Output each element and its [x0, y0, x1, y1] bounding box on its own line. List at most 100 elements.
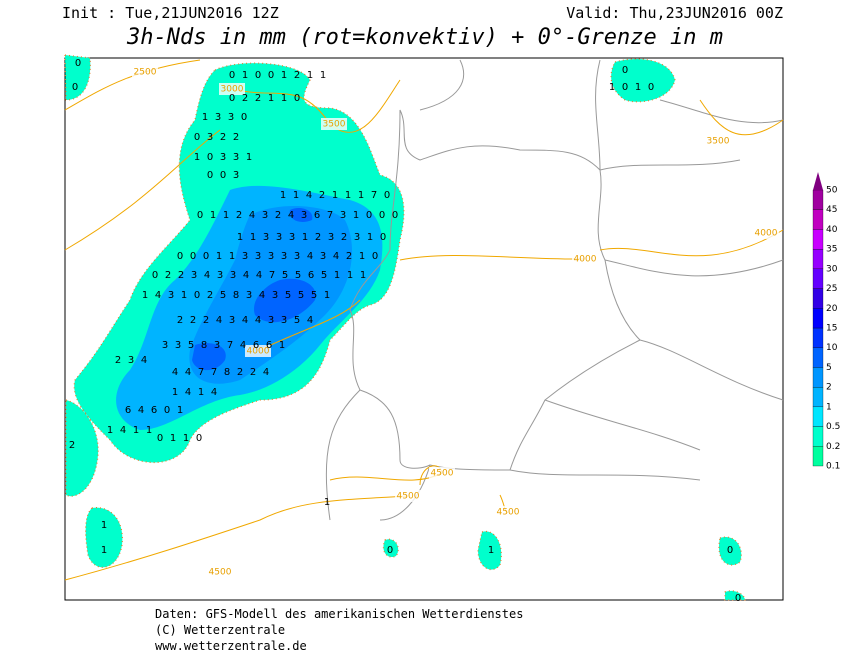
precip-value: 1	[324, 290, 330, 301]
precip-value: 0	[622, 65, 628, 76]
precip-value: 0	[194, 132, 200, 143]
precip-value: 1	[194, 152, 200, 163]
precip-value: 4	[307, 315, 313, 326]
precip-value: 0	[648, 82, 654, 93]
contour-label-bg	[321, 118, 347, 130]
precip-value: 4	[172, 367, 178, 378]
precip-value: 2	[319, 190, 325, 201]
title: 3h-Nds in mm (rot=konvektiv) + 0°-Grenze…	[126, 25, 723, 50]
precip-value: 3	[246, 290, 252, 301]
precip-value: 0	[255, 70, 261, 81]
contour-label: 4000	[247, 347, 270, 357]
precip-value: 2	[178, 270, 184, 281]
legend-swatch	[812, 288, 824, 309]
precip-value: 3	[168, 290, 174, 301]
precip-value: 8	[201, 340, 207, 351]
precip-value: 0	[366, 210, 372, 221]
precip-value: 3	[262, 210, 268, 221]
precip-value: 1	[172, 387, 178, 398]
legend-label: 45	[826, 205, 837, 215]
precip-value: 3	[233, 170, 239, 181]
legend-label: 0.1	[826, 462, 840, 472]
precip-value: 1	[334, 270, 340, 281]
precip-value: 1	[183, 433, 189, 444]
precip-value: 1	[279, 340, 285, 351]
precip-value: 4	[204, 270, 210, 281]
precip-value: 6	[253, 340, 259, 351]
precip-value: 4	[216, 315, 222, 326]
precip-value: 4	[249, 210, 255, 221]
precip-value: 1	[237, 232, 243, 243]
contour-labels: 2500300035003500400040004000450045004500…	[132, 66, 779, 578]
contour-label: 3500	[323, 120, 346, 130]
precip-value: 0	[392, 210, 398, 221]
precip-value: 2	[255, 93, 261, 104]
legend-swatch	[812, 209, 824, 230]
contour-label: 3000	[221, 85, 244, 95]
precip-value: 3	[276, 232, 282, 243]
legend-swatch	[812, 347, 824, 368]
legend-label: 0.2	[826, 442, 840, 452]
precip-value: 2	[115, 355, 121, 366]
legend-label: 10	[826, 343, 838, 353]
precip-value: 1	[324, 497, 330, 508]
precip-value: 0	[72, 82, 78, 93]
precip-value: 1	[202, 112, 208, 123]
precip-value: 0	[220, 170, 226, 181]
precip-value: 2	[233, 132, 239, 143]
precip-value: 3	[128, 355, 134, 366]
precip-value: 1	[281, 70, 287, 81]
precip-value: 1	[107, 425, 113, 436]
legend-label: 40	[826, 225, 838, 235]
footer-line: Daten: GFS-Modell des amerikanischen Wet…	[155, 607, 523, 621]
precip-value: 3	[191, 270, 197, 281]
precip-value: 0	[380, 232, 386, 243]
precip-value: 6	[125, 405, 131, 416]
precip-value: 0	[203, 251, 209, 262]
precip-value: 2	[177, 315, 183, 326]
precip-value: 5	[298, 290, 304, 301]
precip-value: 1	[210, 210, 216, 221]
precip-value: 5	[188, 340, 194, 351]
precip-value: 2	[190, 315, 196, 326]
precip-value: 6	[314, 210, 320, 221]
precip-value: 4	[185, 367, 191, 378]
precip-value: 1	[101, 520, 107, 531]
precip-value: 8	[233, 290, 239, 301]
precip-value: 0	[196, 433, 202, 444]
precip-value: 0	[177, 251, 183, 262]
precip-value: 1	[142, 290, 148, 301]
precip-value: 2	[236, 210, 242, 221]
footer-line: www.wetterzentrale.de	[155, 639, 307, 653]
precip-value: 0	[294, 93, 300, 104]
precip-value: 5	[311, 290, 317, 301]
precip-value: 4	[243, 270, 249, 281]
legend-label: 2	[826, 383, 832, 393]
precip-value: 1	[367, 232, 373, 243]
precip-value: 0	[164, 405, 170, 416]
precip-value: 1	[307, 70, 313, 81]
precip-value: 3	[215, 112, 221, 123]
precip-value: 3	[217, 270, 223, 281]
precipitation-areas	[64, 54, 746, 601]
contour-label: 4000	[574, 255, 597, 265]
legend-label: 20	[826, 304, 838, 314]
precip-value: 5	[295, 270, 301, 281]
precip-value: 4	[306, 190, 312, 201]
precip-value: 2	[250, 367, 256, 378]
map: 2500300035003500400040004000450045004500…	[64, 54, 784, 604]
precip-value: 0	[75, 58, 81, 69]
precip-value: 3	[268, 251, 274, 262]
legend-label: 5	[826, 363, 832, 373]
precip-value: 3	[301, 210, 307, 221]
precip-value: 3	[340, 210, 346, 221]
precip-value: 4	[155, 290, 161, 301]
precip-value: 1	[216, 251, 222, 262]
precip-value: 7	[198, 367, 204, 378]
precip-value: 3	[268, 315, 274, 326]
precip-value: 1	[302, 232, 308, 243]
contour-label-bg	[495, 506, 521, 518]
precip-value: 1	[181, 290, 187, 301]
precip-value: 1	[246, 152, 252, 163]
